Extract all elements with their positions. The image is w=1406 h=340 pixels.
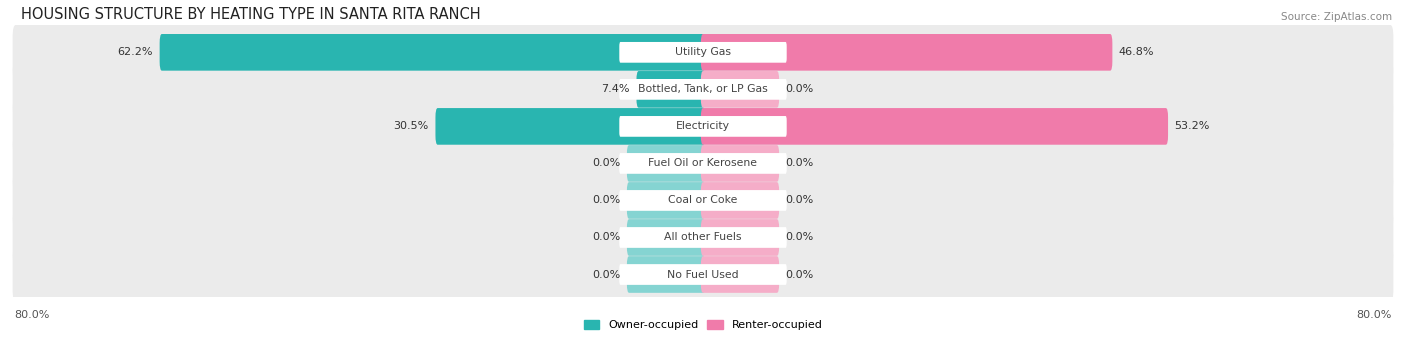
FancyBboxPatch shape	[700, 108, 1168, 145]
FancyBboxPatch shape	[619, 227, 787, 248]
FancyBboxPatch shape	[619, 153, 787, 174]
FancyBboxPatch shape	[700, 182, 779, 219]
Text: 62.2%: 62.2%	[118, 47, 153, 57]
Text: Bottled, Tank, or LP Gas: Bottled, Tank, or LP Gas	[638, 84, 768, 95]
FancyBboxPatch shape	[13, 173, 1393, 228]
FancyBboxPatch shape	[13, 136, 1393, 191]
Text: Coal or Coke: Coal or Coke	[668, 195, 738, 205]
FancyBboxPatch shape	[13, 25, 1393, 80]
Text: HOUSING STRUCTURE BY HEATING TYPE IN SANTA RITA RANCH: HOUSING STRUCTURE BY HEATING TYPE IN SAN…	[21, 7, 481, 22]
FancyBboxPatch shape	[627, 219, 706, 256]
FancyBboxPatch shape	[160, 34, 706, 71]
FancyBboxPatch shape	[619, 42, 787, 63]
FancyBboxPatch shape	[13, 247, 1393, 302]
Text: No Fuel Used: No Fuel Used	[668, 270, 738, 279]
Text: 0.0%: 0.0%	[786, 195, 814, 205]
Text: 0.0%: 0.0%	[786, 270, 814, 279]
Text: 0.0%: 0.0%	[786, 158, 814, 168]
Legend: Owner-occupied, Renter-occupied: Owner-occupied, Renter-occupied	[579, 316, 827, 335]
FancyBboxPatch shape	[619, 264, 787, 285]
Text: 0.0%: 0.0%	[592, 270, 620, 279]
Text: 30.5%: 30.5%	[394, 121, 429, 131]
FancyBboxPatch shape	[700, 219, 779, 256]
Text: All other Fuels: All other Fuels	[664, 233, 742, 242]
Text: 0.0%: 0.0%	[786, 84, 814, 95]
Text: Fuel Oil or Kerosene: Fuel Oil or Kerosene	[648, 158, 758, 168]
Text: 46.8%: 46.8%	[1119, 47, 1154, 57]
FancyBboxPatch shape	[436, 108, 706, 145]
Text: 53.2%: 53.2%	[1174, 121, 1211, 131]
Text: 0.0%: 0.0%	[592, 158, 620, 168]
Text: 7.4%: 7.4%	[602, 84, 630, 95]
FancyBboxPatch shape	[637, 71, 706, 108]
Text: 0.0%: 0.0%	[592, 233, 620, 242]
FancyBboxPatch shape	[700, 71, 779, 108]
Text: 0.0%: 0.0%	[786, 233, 814, 242]
FancyBboxPatch shape	[700, 256, 779, 293]
FancyBboxPatch shape	[627, 145, 706, 182]
FancyBboxPatch shape	[13, 62, 1393, 117]
FancyBboxPatch shape	[627, 182, 706, 219]
FancyBboxPatch shape	[619, 79, 787, 100]
Text: 0.0%: 0.0%	[592, 195, 620, 205]
FancyBboxPatch shape	[619, 116, 787, 137]
FancyBboxPatch shape	[13, 210, 1393, 265]
FancyBboxPatch shape	[13, 99, 1393, 154]
Text: Source: ZipAtlas.com: Source: ZipAtlas.com	[1281, 12, 1392, 22]
FancyBboxPatch shape	[700, 34, 1112, 71]
Text: 80.0%: 80.0%	[14, 310, 49, 320]
FancyBboxPatch shape	[700, 145, 779, 182]
FancyBboxPatch shape	[619, 190, 787, 211]
Text: Utility Gas: Utility Gas	[675, 47, 731, 57]
FancyBboxPatch shape	[627, 256, 706, 293]
Text: 80.0%: 80.0%	[1357, 310, 1392, 320]
Text: Electricity: Electricity	[676, 121, 730, 131]
